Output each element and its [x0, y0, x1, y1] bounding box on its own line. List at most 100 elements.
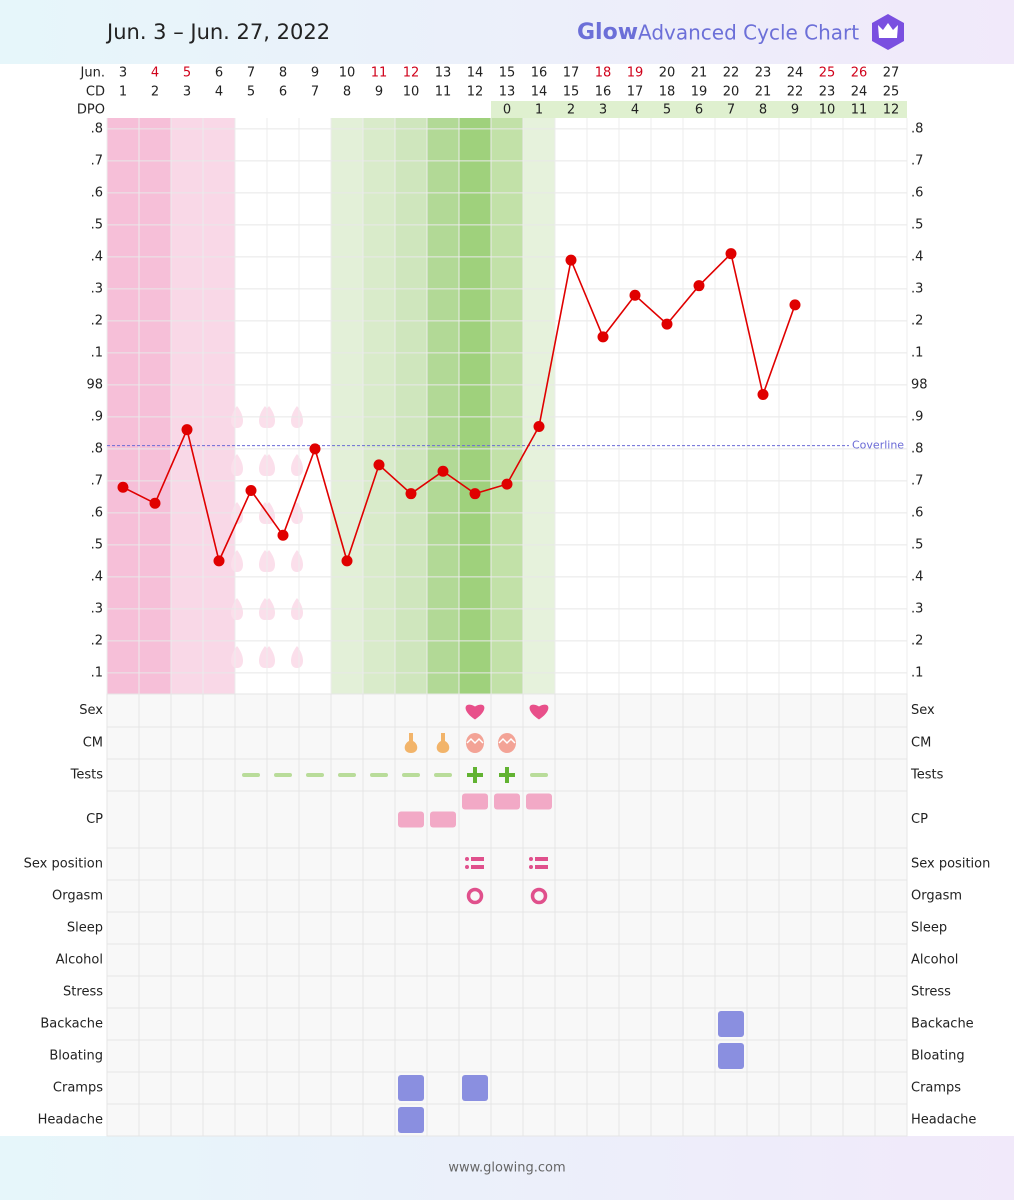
spotting-drop: [231, 454, 243, 476]
y-tick-label: .6: [91, 185, 103, 200]
spotting-drop: [291, 550, 303, 572]
temperature-point: [725, 248, 737, 260]
title: Jun. 3 – Jun. 27, 2022: [105, 20, 330, 44]
dpo-bg: [651, 101, 683, 118]
y-tick-label: .7: [91, 473, 103, 488]
test-negative: [530, 773, 548, 777]
cp-low: [430, 811, 456, 828]
date-label: 10: [339, 66, 356, 81]
symptom-box: [462, 1075, 488, 1101]
cd-label: 1: [119, 85, 127, 100]
symptom-row-bg: [106, 1071, 908, 1105]
date-label: 17: [563, 66, 580, 81]
temperature-point: [277, 529, 289, 541]
fertility-shade: [107, 118, 139, 694]
y-tick-label: .3: [91, 601, 103, 616]
symptom-box: [398, 1075, 424, 1101]
cd-label: 12: [467, 85, 484, 100]
dpo-bg: [683, 101, 715, 118]
dpo-bg: [811, 101, 843, 118]
spotting-drop: [291, 454, 303, 476]
y-tick-label: .7: [91, 153, 103, 168]
cd-label: 15: [563, 85, 580, 100]
fertility-shade: [331, 118, 363, 694]
dpo-label: 2: [567, 103, 575, 118]
test-negative: [242, 773, 260, 777]
cd-label: 9: [375, 85, 383, 100]
cd-label: 3: [183, 85, 191, 100]
brand: Glow: [577, 20, 638, 45]
date-label: 15: [499, 66, 516, 81]
cd-label: 13: [499, 85, 516, 100]
cd-label: 17: [627, 85, 644, 100]
temperature-point: [149, 497, 161, 509]
footer: www.glowing.com: [448, 1161, 565, 1176]
date-label: 20: [659, 66, 676, 81]
symptom-label: CM: [83, 736, 103, 751]
date-label: 19: [627, 66, 644, 81]
test-negative: [306, 773, 324, 777]
y-tick-label-right: 98: [911, 377, 928, 392]
y-tick-label-right: .2: [911, 633, 923, 648]
dpo-label: 1: [535, 103, 543, 118]
symptom-row-bg: [106, 911, 908, 945]
cd-label: 19: [691, 85, 708, 100]
cd-label: 21: [755, 85, 772, 100]
y-tick-label: 98: [86, 377, 103, 392]
logo-badge: [872, 14, 904, 50]
dpo-label: 9: [791, 103, 799, 118]
cd-label: 16: [595, 85, 612, 100]
footer-bg: [0, 1136, 1014, 1200]
date-label: 13: [435, 66, 452, 81]
dpo-bg: [843, 101, 875, 118]
header-bg: [0, 0, 1014, 64]
y-tick-label: .2: [91, 633, 103, 648]
y-tick-label-right: .1: [911, 345, 923, 360]
sex-position-dot: [465, 865, 469, 869]
dpo-label: 8: [759, 103, 767, 118]
date-label: 21: [691, 66, 708, 81]
symptom-label-right: Tests: [910, 768, 944, 783]
spotting-drop: [231, 550, 243, 572]
y-tick-label-right: .8: [911, 121, 923, 136]
cd-label: 14: [531, 85, 548, 100]
symptom-row-bg: [106, 943, 908, 977]
symptom-box: [398, 1107, 424, 1133]
dpo-bg: [555, 101, 587, 118]
cd-label: 8: [343, 85, 351, 100]
spotting-drop: [263, 550, 275, 572]
fertility-shade: [363, 118, 395, 694]
y-tick-label: .3: [91, 281, 103, 296]
cd-label: 6: [279, 85, 287, 100]
y-tick-label: .8: [91, 121, 103, 136]
temperature-point: [501, 478, 513, 490]
temperature-point: [661, 318, 673, 330]
cm-sticky: [436, 733, 450, 753]
temperature-point: [469, 488, 481, 500]
symptom-row-bg: [106, 693, 908, 728]
y-tick-label-right: .1: [911, 665, 923, 680]
cm-egg-crack: [466, 737, 484, 745]
date-label: 14: [467, 66, 484, 81]
y-tick-label: .1: [91, 345, 103, 360]
test-negative: [338, 773, 356, 777]
date-label: 9: [311, 66, 319, 81]
dpo-label: 3: [599, 103, 607, 118]
y-tick-label-right: .4: [911, 249, 923, 264]
date-label: 23: [755, 66, 772, 81]
row-label: Jun.: [80, 66, 105, 81]
symptom-label: Stress: [63, 985, 103, 1000]
y-tick-label-right: .9: [911, 409, 923, 424]
dpo-label: 11: [851, 103, 868, 118]
dpo-bg: [619, 101, 651, 118]
cp-low: [398, 811, 424, 828]
date-label: 26: [851, 66, 868, 81]
date-label: 22: [723, 66, 740, 81]
sex-position: [465, 857, 484, 869]
symptom-label: Headache: [38, 1113, 103, 1128]
symptom-row-bg: [106, 879, 908, 913]
y-tick-label: .5: [91, 217, 103, 232]
sex-position-bar: [471, 857, 484, 861]
dpo-label: 4: [631, 103, 639, 118]
cd-label: 20: [723, 85, 740, 100]
